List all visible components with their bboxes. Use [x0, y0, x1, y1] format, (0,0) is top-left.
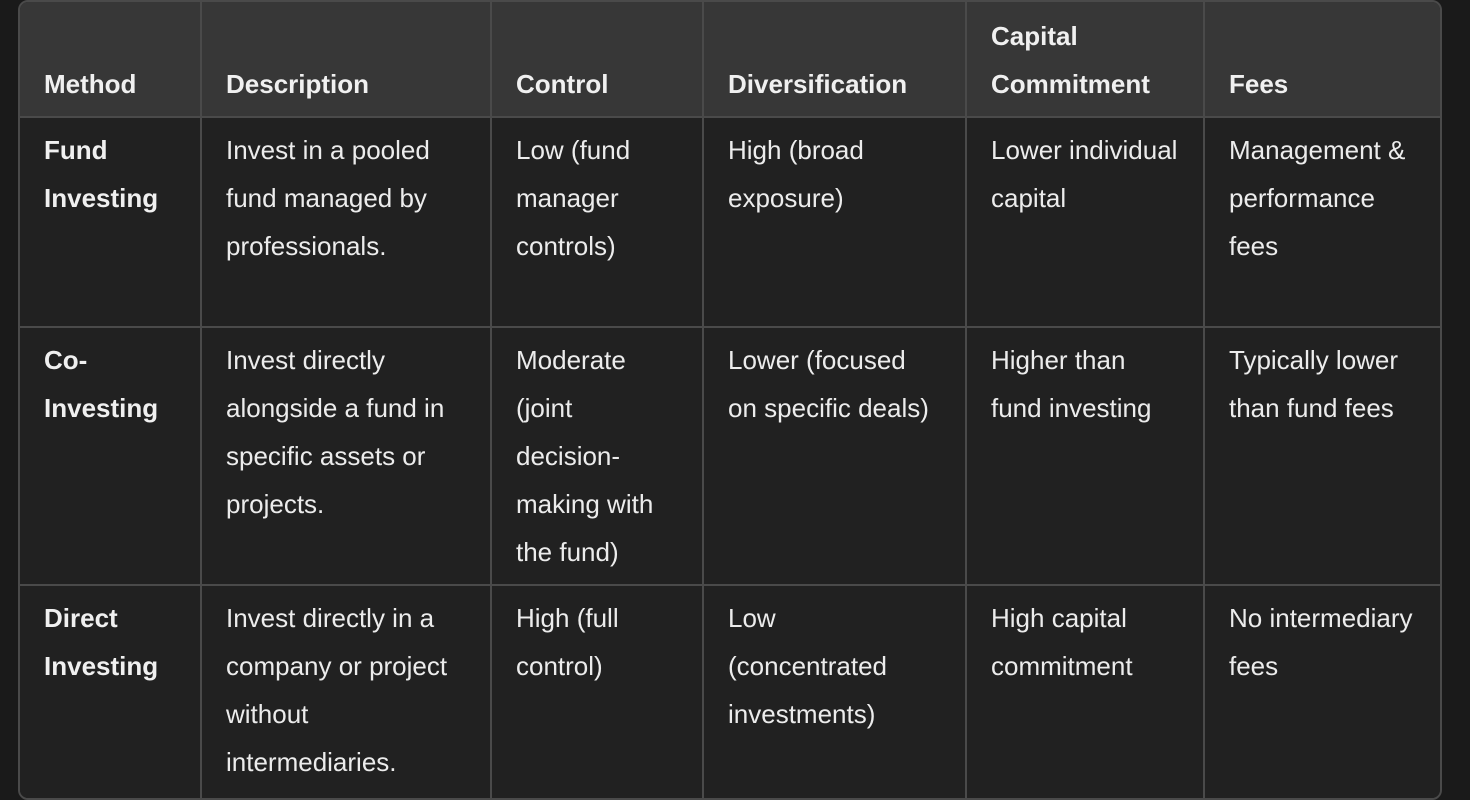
description-cell: Invest directly in a company or project … — [200, 584, 492, 798]
header-control: Control — [490, 2, 704, 118]
control-cell: Moderate (joint decision-making with the… — [490, 326, 704, 586]
method-cell: Direct Investing — [20, 584, 202, 798]
header-description: Description — [200, 2, 492, 118]
header-method: Method — [20, 2, 202, 118]
capital-commitment-cell: Lower individual capital — [965, 116, 1205, 328]
diversification-cell: Low (concentrated investments) — [702, 584, 967, 798]
description-cell: Invest directly alongside a fund in spec… — [200, 326, 492, 586]
diversification-cell: High (broad exposure) — [702, 116, 967, 328]
header-diversification: Diversification — [702, 2, 967, 118]
method-cell: Co-Investing — [20, 326, 202, 586]
capital-commitment-cell: High capital commitment — [965, 584, 1205, 798]
table-row: Direct Investing Invest directly in a co… — [20, 584, 1440, 798]
table-row: Co-Investing Invest directly alongside a… — [20, 326, 1440, 586]
table-row: Fund Investing Invest in a pooled fund m… — [20, 116, 1440, 328]
header-fees: Fees — [1203, 2, 1440, 118]
table-header-row: Method Description Control Diversificati… — [20, 2, 1440, 118]
fees-cell: Typically lower than fund fees — [1203, 326, 1440, 586]
diversification-cell: Lower (focused on specific deals) — [702, 326, 967, 586]
header-capital-commitment: Capital Commitment — [965, 2, 1205, 118]
fees-cell: No intermediary fees — [1203, 584, 1440, 798]
capital-commitment-cell: Higher than fund investing — [965, 326, 1205, 586]
method-cell: Fund Investing — [20, 116, 202, 328]
fees-cell: Management & performance fees — [1203, 116, 1440, 328]
investment-methods-table: Method Description Control Diversificati… — [20, 2, 1440, 798]
control-cell: Low (fund manager controls) — [490, 116, 704, 328]
description-cell: Invest in a pooled fund managed by profe… — [200, 116, 492, 328]
control-cell: High (full control) — [490, 584, 704, 798]
comparison-table-container: Method Description Control Diversificati… — [18, 0, 1442, 800]
